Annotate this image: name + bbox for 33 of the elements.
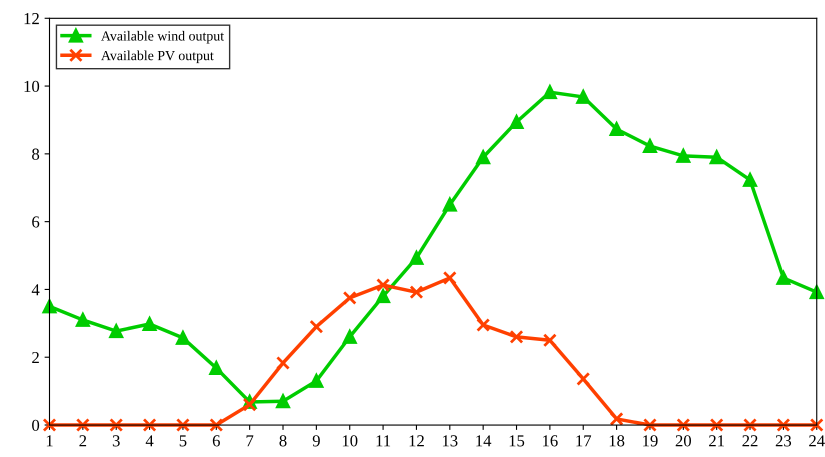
x-tick-label: 9 [312, 435, 320, 446]
x-tick-label: 4 [146, 435, 154, 446]
y-tick-label: 6 [32, 216, 40, 228]
x-tick-label: 19 [643, 435, 658, 446]
x-tick-label: 10 [342, 435, 358, 446]
legend-label: Available PV output [101, 50, 214, 64]
x-tick-label: 3 [112, 435, 120, 446]
y-tick-label: 2 [32, 352, 39, 364]
x-tick-label: 15 [510, 435, 524, 446]
x-tick-label: 16 [543, 435, 558, 446]
x-tick-label: 21 [709, 435, 724, 446]
y-tick-label: 0 [32, 420, 40, 431]
y-tick-label: 8 [32, 148, 40, 160]
x-tick-label: 20 [676, 435, 692, 446]
x-tick-label: 11 [376, 435, 390, 446]
x-tick-label: 7 [246, 435, 254, 446]
x-tick-label: 23 [776, 435, 792, 446]
x-tick-label: 22 [742, 435, 758, 446]
x-tick-label: 12 [410, 435, 424, 446]
x-tick-label: 2 [79, 435, 86, 446]
x-tick-label: 18 [610, 435, 624, 446]
legend-label: Available wind output [101, 30, 224, 44]
x-tick-label: 24 [809, 435, 825, 446]
x-tick-label: 14 [476, 435, 492, 446]
x-tick-label: 1 [46, 435, 53, 446]
x-tick-label: 13 [442, 435, 458, 446]
x-tick-label: 5 [180, 435, 186, 446]
y-tick-label: 4 [32, 284, 40, 296]
x-tick-label: 17 [576, 435, 592, 446]
x-tick-label: 8 [279, 435, 287, 446]
x-tick-label: 6 [212, 435, 220, 446]
y-tick-label: 10 [24, 80, 40, 92]
y-tick-label: 12 [24, 13, 39, 24]
